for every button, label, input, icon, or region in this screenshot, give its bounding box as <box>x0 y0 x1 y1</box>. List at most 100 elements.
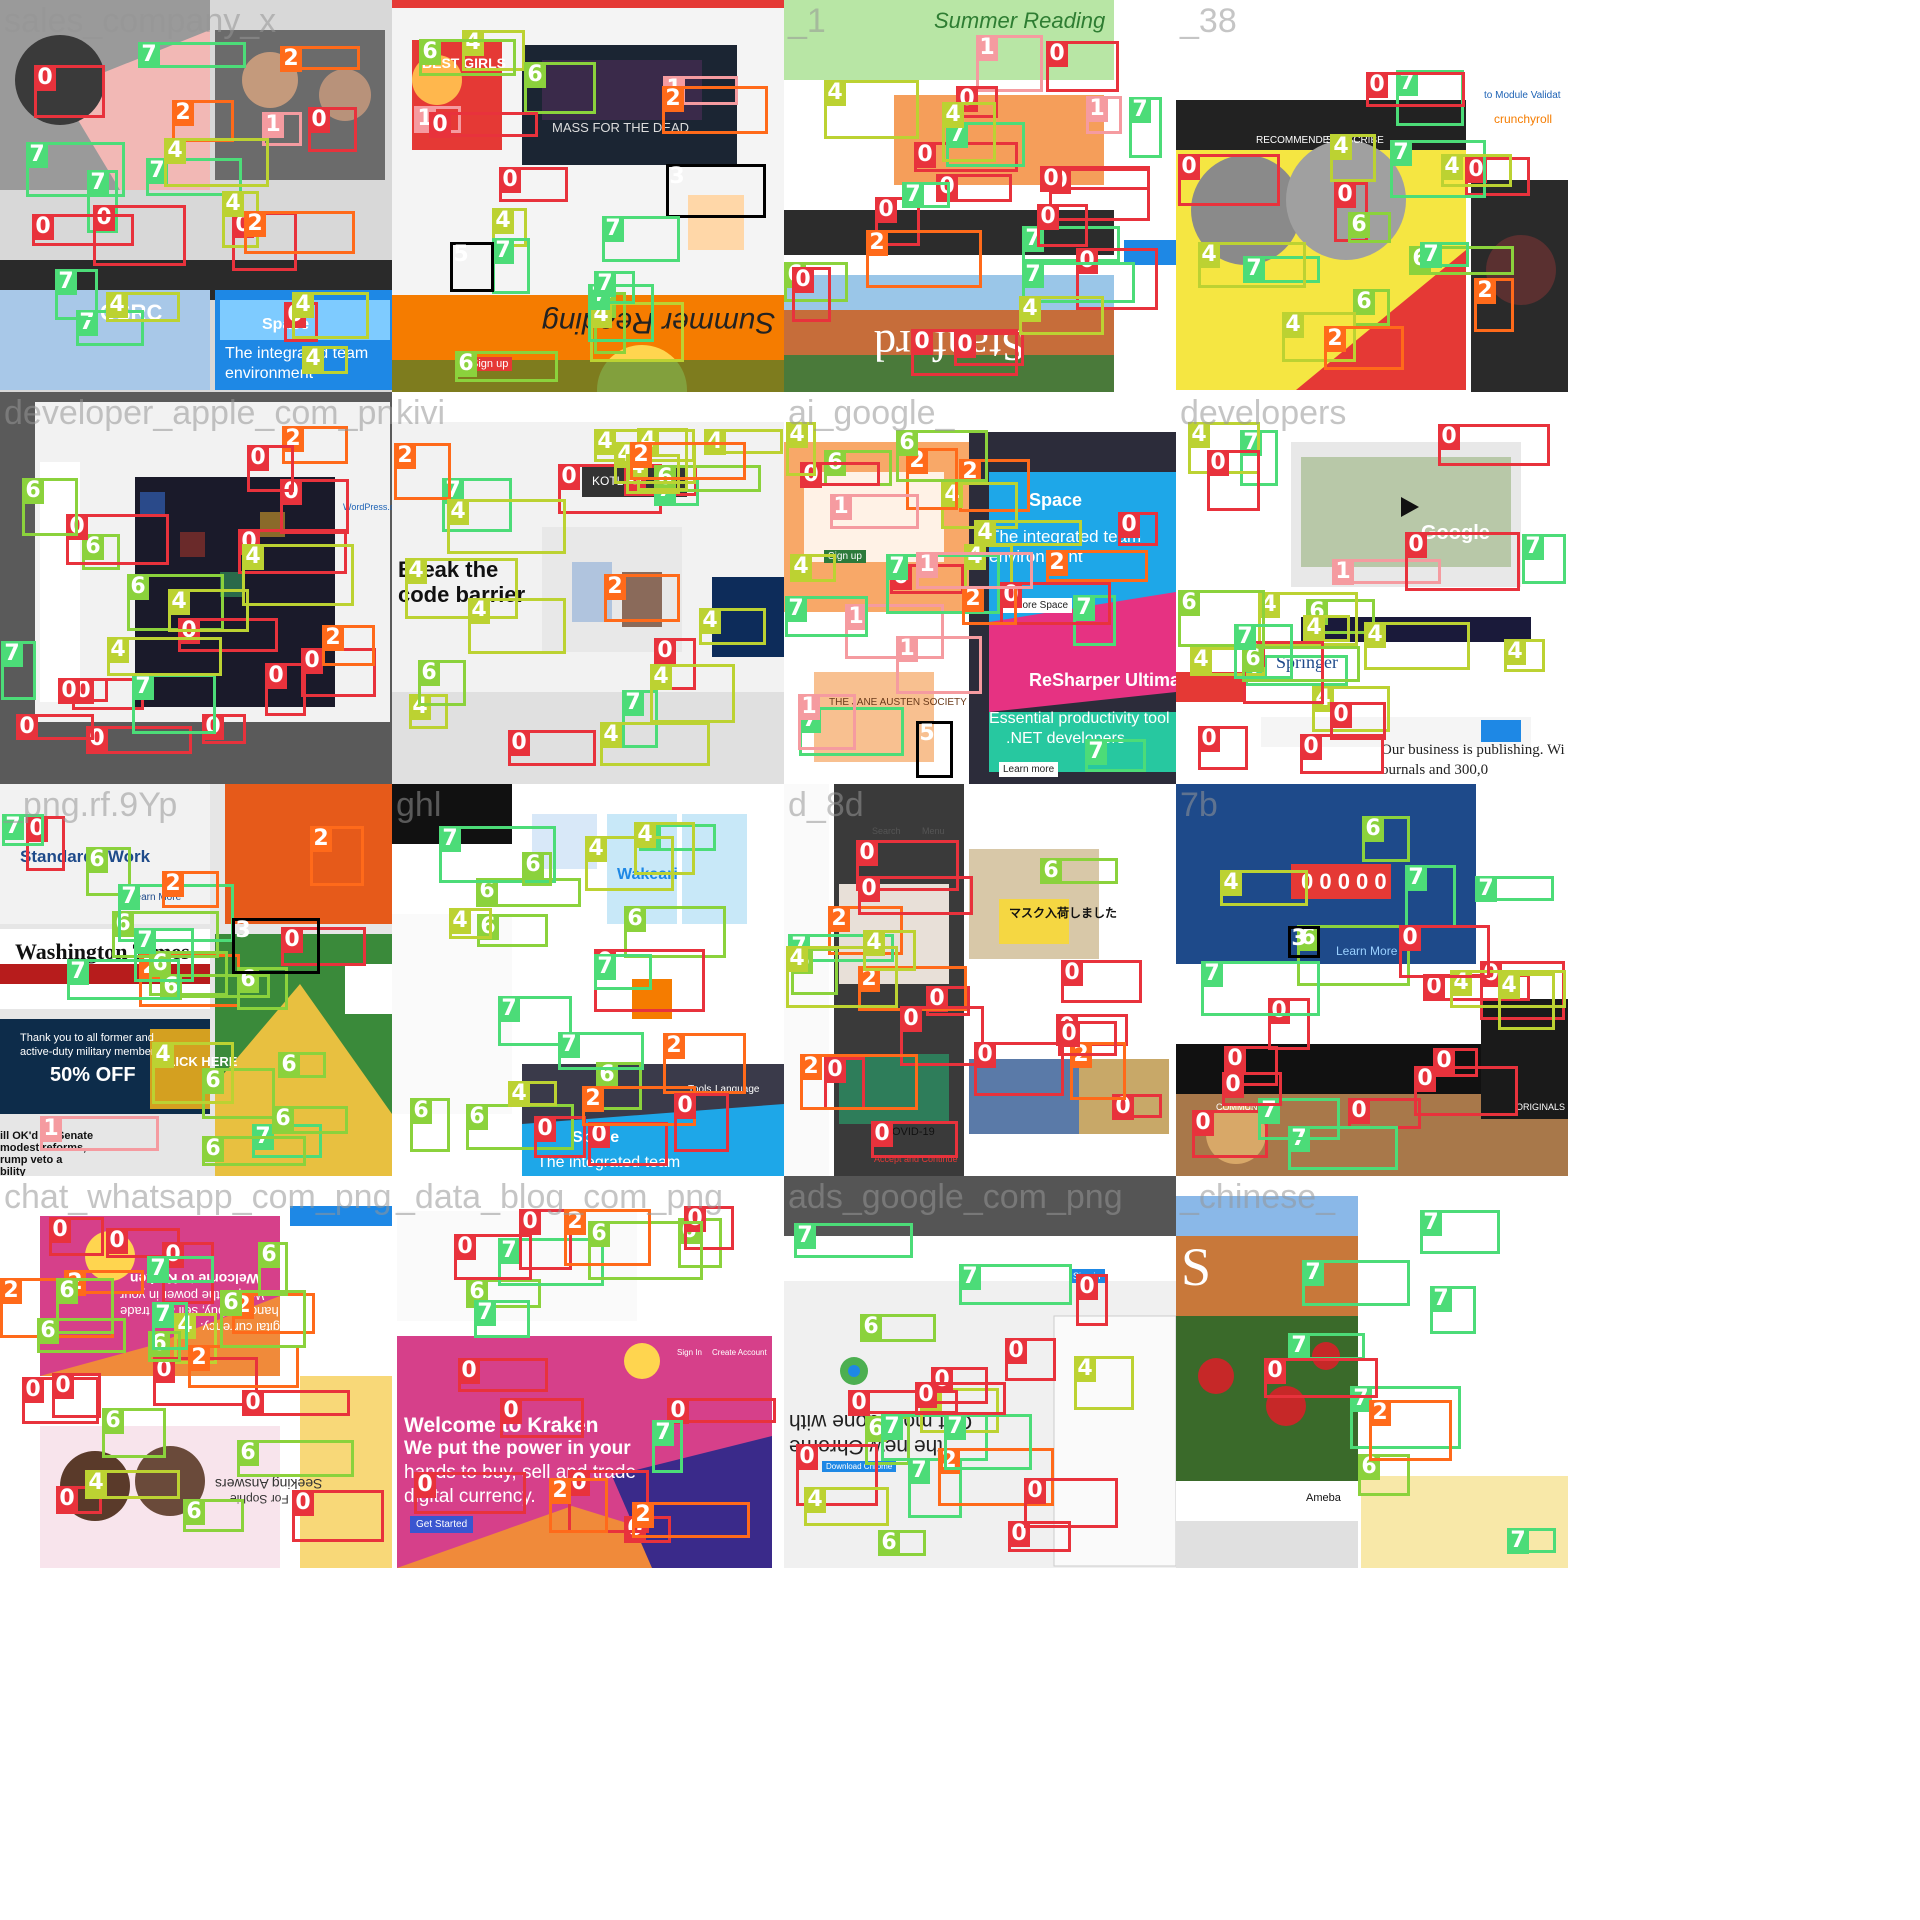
tile-12-text-1[interactable]: COMMUNITY <box>1216 1102 1272 1112</box>
tile-2-text-2: MASS FOR THE DEAD <box>552 120 690 135</box>
tile-4: crunchyroll RECOMMENDED SUBSCRIBE to Mod… <box>1176 0 1568 392</box>
tile-3-text-1: Summer Reading <box>934 8 1106 33</box>
tile-6-text-1: Break the <box>398 557 499 582</box>
tile-7-text-1: The integrated team <box>989 527 1142 546</box>
tile-8-text-2: Google <box>1421 522 1490 544</box>
tile-15-art <box>784 1176 1176 1567</box>
tile-9-text-4: Thank you to all former and <box>20 1032 154 1044</box>
tile-1-text-1: CSRC <box>100 300 163 325</box>
tile-7-text-5: ReSharper Ultimate <box>1029 670 1176 690</box>
tile-7-text-4[interactable]: Explore Space <box>999 598 1073 613</box>
tile-14: Welcome to Kraken We put the power in yo… <box>392 1176 784 1568</box>
tile-12: COMMUNITY ORIGINALS Learn More 0 0 0 0 0… <box>1176 784 1568 1176</box>
bottom-strip <box>0 1568 1920 1920</box>
tile-9-text-2[interactable]: Learn More <box>130 892 182 903</box>
tile-10-text-3: Space <box>572 1129 620 1146</box>
tile-3: Summer Reading Stanford _1 <box>784 0 1176 392</box>
tile-9-text-10: rump veto a <box>0 1154 63 1166</box>
tile-4-text-1[interactable]: crunchyroll <box>1494 112 1553 126</box>
tile-16-text-2[interactable]: Ameba <box>1306 1492 1341 1504</box>
tile-13: Welcome to Kraken We put the power in yo… <box>0 1176 392 1568</box>
tile-6-text-3: KOTLIN <box>592 474 636 488</box>
tile-12-art <box>1176 784 1568 1176</box>
tile-16-art <box>1176 1196 1568 1568</box>
tile-11-text-4: COVID-19 <box>884 1126 935 1138</box>
tile-1-text-3: environment <box>225 365 314 382</box>
tile-8-text-1[interactable]: Springer <box>1276 652 1338 672</box>
tile-4-art <box>1176 100 1568 392</box>
tile-11-text-3: マスク入荷しました <box>1009 906 1118 920</box>
tile-5-text-1[interactable]: WordPress.com <box>343 502 392 512</box>
tile-5-art <box>35 402 390 722</box>
tile-7: The integrated team environment Space Ex… <box>784 392 1176 784</box>
tile-11-art <box>784 784 1169 1176</box>
tile-14-text-7[interactable]: Sign In <box>677 1348 702 1357</box>
tile-11: Search Menu マスク入荷しました COVID-19 Accept an… <box>784 784 1176 1176</box>
tile-3-text-2: Stanford <box>874 321 1026 370</box>
tile-15: Get more done with the new Chrome Sign i… <box>784 1176 1176 1568</box>
tile-13-text-1: Welcome to Kraken <box>130 1271 260 1287</box>
tile-9-text-8: ill OK'd by Senate <box>0 1130 94 1142</box>
tile-14-text-6[interactable]: Create Account <box>712 1348 767 1357</box>
tile-9-text-5: active-duty military members. <box>20 1046 164 1058</box>
tile-9-text-11: bility <box>0 1166 26 1176</box>
tile-10-text-2: The integrated team <box>537 1154 681 1171</box>
tile-14-text-3: hands to buy, sell and trade <box>404 1462 637 1483</box>
tile-14-text-5[interactable]: Get Started <box>410 1516 474 1533</box>
tile-13-art <box>40 1206 392 1568</box>
tile-7-text-3: Space <box>1029 490 1083 510</box>
tile-7-text-7: .NET developers <box>1006 730 1125 747</box>
tile-8-text-3: Our business is publishing. Wi <box>1381 742 1565 758</box>
tile-14-text-2: We put the power in your <box>404 1438 631 1459</box>
tile-7-text-9[interactable]: Sign up <box>824 550 866 563</box>
tile-15-text-4[interactable]: Download Chrome <box>822 1461 897 1472</box>
tile-9-text-1: Standards Work <box>20 847 151 866</box>
tile-11-text-5[interactable]: Accept and Continue <box>874 1154 958 1164</box>
tile-7-text-6: Essential productivity tool <box>989 710 1170 727</box>
tile-8-text-4: ournals and 300,0 <box>1381 762 1489 778</box>
tile-12-text-4: 0 0 0 0 0 <box>1301 869 1387 894</box>
tile-15-text-1: Get more done with <box>789 1410 973 1433</box>
tile-6-art <box>392 392 784 784</box>
tile-1-text-4: Space <box>262 316 310 333</box>
tile-11-text-2[interactable]: Menu <box>922 826 945 836</box>
tile-6: Break the code barrier KOTLIN kivi <box>392 392 784 784</box>
tile-10-text-1: Wakeari <box>617 866 678 883</box>
tile-15-text-3[interactable]: Sign in <box>1069 1269 1105 1283</box>
tile-9-text-7[interactable]: CLICK HERE <box>158 1054 238 1069</box>
tile-4-text-3[interactable]: SUBSCRIBE <box>1326 135 1384 146</box>
tile-2: BEST GIRLS MASS FOR THE DEAD Summer Read… <box>392 0 784 392</box>
tile-13-text-2: We put the power in your <box>120 1288 265 1303</box>
tile-4-text-2[interactable]: RECOMMENDED <box>1256 135 1337 146</box>
tile-9: Standards Work Learn More Washington Tim… <box>0 784 392 1176</box>
tile-2-text-4[interactable]: Sign up <box>467 357 513 371</box>
tile-12-text-3[interactable]: Learn More <box>1336 944 1398 958</box>
tile-10-text-4[interactable]: Tools <box>688 1084 712 1095</box>
tile-7-text-2: environment <box>989 547 1083 566</box>
tile-4-text-4[interactable]: to Module Validat <box>1484 90 1561 101</box>
tile-9-text-3: Washington Times <box>15 939 190 964</box>
tile-7-text-8[interactable]: Learn more <box>999 762 1059 777</box>
tile-9-art <box>0 784 392 1176</box>
tile-11-text-1[interactable]: Search <box>872 826 901 836</box>
tile-14-art <box>397 1211 772 1568</box>
tile-10-art <box>392 784 784 1176</box>
tile-8: Springer Google Our business is publishi… <box>1176 392 1568 784</box>
tile-13-text-6: For Sophie <box>230 1492 289 1506</box>
tile-2-text-1: BEST GIRLS <box>422 55 507 71</box>
tile-9-text-9: modest reforms, <box>0 1142 87 1154</box>
tile-9-text-6: 50% OFF <box>50 1064 136 1086</box>
tile-8-art <box>1176 442 1531 747</box>
tile-14-text-1: Welcome to Kraken <box>404 1414 599 1437</box>
tile-1-art <box>0 0 392 390</box>
tile-10: Wakeari The integrated team Space Tools … <box>392 784 784 1176</box>
tile-16-text-1: S <box>1181 1237 1212 1297</box>
tile-13-text-4: digital currency. <box>200 1320 291 1335</box>
tile-14-text-4: digital currency. <box>404 1486 536 1507</box>
tile-10-text-5[interactable]: Language <box>715 1084 760 1095</box>
tile-12-text-2[interactable]: ORIGINALS <box>1516 1102 1566 1112</box>
tile-1: CSRC The integrated team environment Spa… <box>0 0 392 392</box>
tile-15-text-2: the new Chrome <box>789 1435 944 1458</box>
tile-2-text-3: Summer Reading <box>542 306 776 339</box>
